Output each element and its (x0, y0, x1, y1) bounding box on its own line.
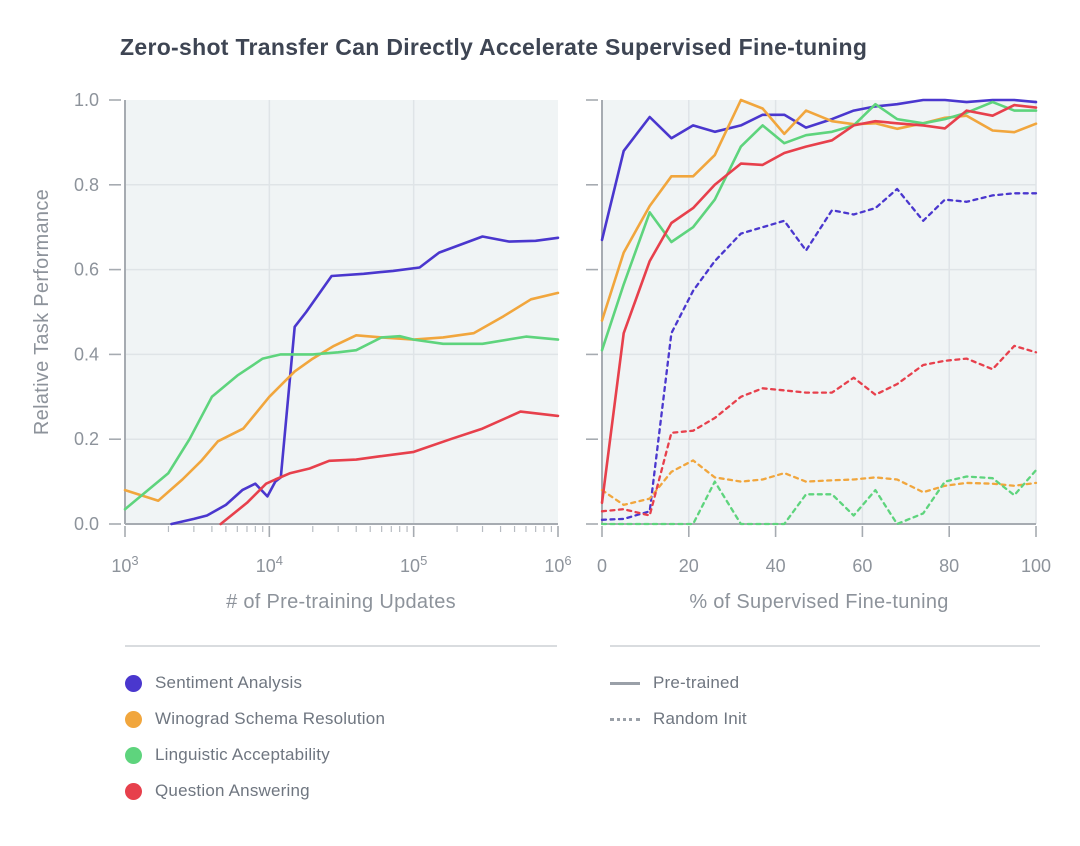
dashed-line-icon (610, 717, 640, 721)
right-x-axis-label: % of Supervised Fine-tuning (689, 591, 948, 613)
pretraining-updates-series-question-answering (219, 410, 560, 526)
pretraining-updates-y-tick-label: 0.6 (74, 260, 99, 280)
pretraining-updates-background (125, 100, 558, 524)
pretraining-updates-x-tick-label: 104 (256, 553, 283, 576)
pretraining-updates-y-tick-label: 0.0 (74, 514, 99, 534)
supervised-finetuning-background (602, 100, 1036, 524)
left-x-axis-label: # of Pre-training Updates (226, 591, 456, 613)
pretraining-updates-series-sentiment-analysis (170, 235, 560, 526)
pretraining-updates-y-tick-label: 0.4 (74, 344, 99, 364)
supervised-finetuning-x-tick-label: 20 (679, 556, 699, 576)
right-plot-finetuning: 0 20 40 60 80 100 (586, 98, 1051, 576)
legend-item-question-answering: Question Answering (125, 773, 557, 809)
sentiment-analysis-dot-icon (125, 674, 142, 692)
pretraining-updates-x-tick-label: 103 (111, 553, 138, 576)
legend-item-random-init: Random Init (610, 701, 1040, 737)
supervised-finetuning-x-tick-label: 60 (852, 556, 872, 576)
supervised-finetuning-x-tick-label: 80 (939, 556, 959, 576)
supervised-finetuning-series-question-answering-random-init (600, 344, 1038, 517)
pretraining-updates-x-tick-label: 106 (544, 553, 571, 576)
supervised-finetuning-x-tick-label: 100 (1021, 556, 1051, 576)
legend-label: Winograd Schema Resolution (155, 709, 386, 728)
pretraining-updates-y-tick-label: 1.0 (74, 90, 99, 110)
legend-label: Linguistic Acceptability (155, 745, 330, 764)
linguistic-acceptability-dot-icon (125, 746, 142, 764)
supervised-finetuning-series-sentiment-analysis-pre-trained (600, 98, 1038, 242)
legend-label: Sentiment Analysis (155, 673, 303, 692)
supervised-finetuning-x-tick-label: 40 (766, 556, 786, 576)
legend-item-pretrained: Pre-trained (610, 665, 1040, 701)
y-axis-label: Relative Task Performance (31, 189, 53, 435)
pretraining-updates-y-tick-label: 0.2 (74, 429, 99, 449)
left-plot-pretraining: 0.0 0.2 0.4 0.6 0.8 1.0 103 104 105 106 (74, 90, 572, 576)
pretraining-updates-series-linguistic-acceptability (123, 334, 560, 511)
supervised-finetuning-series-question-answering-pre-trained (600, 103, 1038, 505)
legend-label: Question Answering (155, 781, 310, 800)
legend-tasks: Sentiment Analysis Winograd Schema Resol… (125, 645, 557, 809)
winograd-schema-dot-icon (125, 710, 142, 728)
pretraining-updates-y-tick-label: 0.8 (74, 175, 99, 195)
legend-line-styles: Pre-trained Random Init (610, 645, 1040, 737)
legend-item-sentiment-analysis: Sentiment Analysis (125, 665, 557, 701)
legend-label: Random Init (653, 709, 747, 728)
pretraining-updates-x-tick-label: 105 (400, 553, 427, 576)
supervised-finetuning-series-winograd-schema-resolution-random-init (600, 459, 1038, 507)
supervised-finetuning-series-winograd-schema-resolution-pre-trained (600, 98, 1038, 322)
supervised-finetuning-x-tick-label: 0 (597, 556, 607, 576)
supervised-finetuning-series-linguistic-acceptability-random-init (600, 469, 1038, 526)
question-answering-dot-icon (125, 782, 142, 800)
solid-line-icon (610, 681, 640, 685)
legend-item-winograd-schema: Winograd Schema Resolution (125, 701, 557, 737)
legend-label: Pre-trained (653, 673, 740, 692)
legend-item-linguistic-acceptability: Linguistic Acceptability (125, 737, 557, 773)
charts-canvas: 0.0 0.2 0.4 0.6 0.8 1.0 103 104 105 106 0 20 40 60 80… (31, 90, 1051, 613)
figure-title: Zero-shot Transfer Can Directly Accelera… (120, 34, 868, 60)
